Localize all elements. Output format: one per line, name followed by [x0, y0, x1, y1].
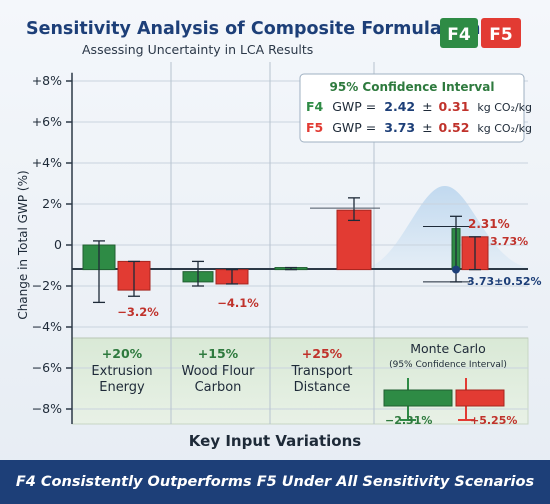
legend-f5-label: F5 [489, 25, 512, 45]
y-tick-label: −6% [32, 360, 62, 375]
cat-woodflour-name1: Wood Flour [181, 364, 255, 379]
y-tick-label: +4% [32, 155, 62, 170]
ci-box [299, 73, 525, 143]
y-tick-label: +8% [32, 73, 62, 88]
label-mc-f5: 3.73% [490, 235, 528, 248]
cat-transport-pct: +25% [302, 346, 343, 361]
ci-row-f5: F5 GWP = 3.73 ± 0.52 kg CO₂/kg [306, 120, 532, 135]
ci-title: 95% Confidence Interval [330, 80, 495, 94]
cat-montecarlo-sub: (95% Confidence Interval) [389, 360, 507, 370]
footer-banner: F4 Consistently Outperforms F5 Under All… [0, 460, 550, 504]
mc-f4-label: −2.31% [385, 414, 432, 427]
y-tick-label: 2% [42, 196, 62, 211]
legend-f4-badge [440, 18, 478, 48]
cat-extrusion-name2: Energy [99, 380, 145, 395]
label-extrusion-f5: −3.2% [117, 305, 159, 319]
cat-woodflour-name2: Carbon [195, 380, 242, 395]
chart-subtitle: Assessing Uncertainty in LCA Results [82, 42, 313, 57]
cat-extrusion-pct: +20% [102, 346, 143, 361]
cat-transport-name1: Transport [290, 364, 352, 379]
cat-extrusion-name1: Extrusion [91, 364, 152, 379]
category-band [71, 337, 529, 425]
cat-woodflour-pct: +15% [198, 346, 239, 361]
legend-f5-badge [481, 18, 521, 48]
mc-f4-bar [383, 389, 453, 407]
x-axis-label: Key Input Variations [189, 432, 361, 450]
y-tick-label: 0 [54, 237, 62, 252]
y-tick-label: +6% [32, 114, 62, 129]
footer-banner-text: F4 Consistently Outperforms F5 Under All… [15, 474, 535, 490]
mc-f5-label: +5.25% [470, 414, 517, 427]
y-axis-ticks: +8% +6% +4% 2% 0 −2% −4% −6% −8% [32, 72, 73, 424]
mc-f5-bar [455, 389, 505, 407]
y-axis-label: Change in Total GWP (%) [16, 170, 30, 319]
label-mc-lower: 3.73±0.52% [467, 275, 542, 288]
cat-transport-name2: Distance [294, 380, 351, 395]
y-tick-label: −4% [32, 319, 62, 334]
sensitivity-chart: Sensitivity Analysis of Composite Formul… [16, 18, 542, 450]
ci-row-f4: F4 GWP = 2.42 ± 0.31 kg CO₂/kg [306, 99, 532, 114]
label-mc-upper: 2.31% [468, 217, 510, 231]
mc-mean-marker [452, 265, 460, 274]
cat-montecarlo-title: Monte Carlo [410, 341, 486, 356]
y-tick-label: −8% [32, 401, 62, 416]
chart-title: Sensitivity Analysis of Composite Formul… [26, 19, 491, 39]
legend-f4-label: F4 [447, 25, 471, 45]
y-tick-label: −2% [32, 278, 62, 293]
label-woodflour-f5: −4.1% [217, 296, 259, 310]
bar-group [82, 197, 489, 304]
